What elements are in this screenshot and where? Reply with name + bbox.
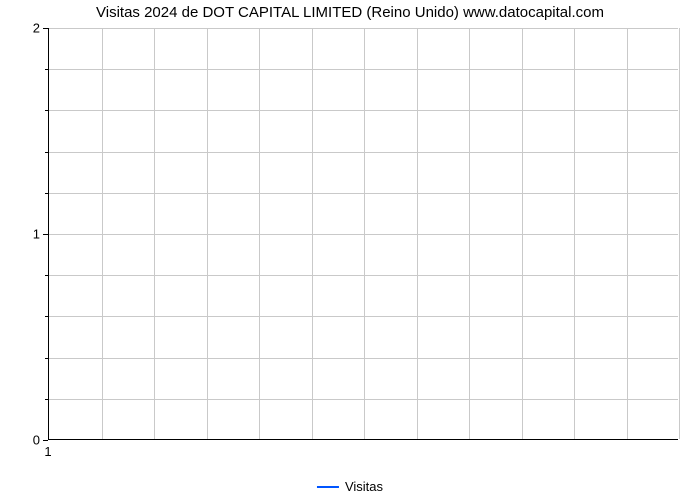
- grid-vertical: [679, 28, 680, 439]
- legend-label: Visitas: [345, 479, 383, 494]
- grid-horizontal: [49, 110, 678, 111]
- grid-horizontal: [49, 152, 678, 153]
- x-tick-label: 1: [44, 444, 51, 459]
- chart-legend: Visitas: [317, 479, 383, 494]
- grid-horizontal: [49, 193, 678, 194]
- y-minor-tick-mark: [45, 152, 48, 153]
- y-tick-mark: [43, 234, 48, 235]
- grid-horizontal: [49, 358, 678, 359]
- y-tick-mark: [43, 28, 48, 29]
- grid-horizontal: [49, 275, 678, 276]
- y-tick-label: 0: [10, 433, 40, 448]
- y-tick-mark: [43, 440, 48, 441]
- y-minor-tick-mark: [45, 358, 48, 359]
- y-minor-tick-mark: [45, 193, 48, 194]
- chart-plot-area: [48, 28, 678, 440]
- y-minor-tick-mark: [45, 399, 48, 400]
- y-tick-label: 1: [10, 227, 40, 242]
- legend-line: [317, 486, 339, 488]
- grid-horizontal: [49, 399, 678, 400]
- grid-horizontal: [49, 28, 678, 29]
- y-minor-tick-mark: [45, 69, 48, 70]
- grid-horizontal: [49, 234, 678, 235]
- y-minor-tick-mark: [45, 275, 48, 276]
- chart-title: Visitas 2024 de DOT CAPITAL LIMITED (Rei…: [0, 4, 700, 21]
- grid-horizontal: [49, 316, 678, 317]
- y-minor-tick-mark: [45, 110, 48, 111]
- y-tick-label: 2: [10, 21, 40, 36]
- grid-horizontal: [49, 69, 678, 70]
- y-minor-tick-mark: [45, 316, 48, 317]
